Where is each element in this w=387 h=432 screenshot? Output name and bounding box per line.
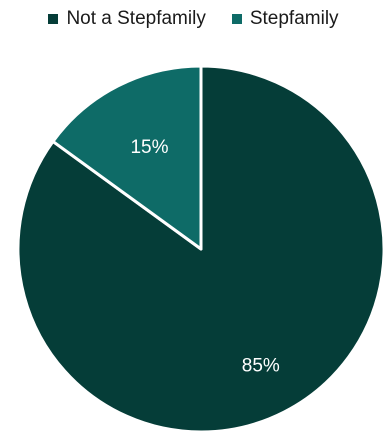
- pie-slice-stepfamily: [51, 64, 203, 251]
- legend-entry-stepfamily: Stepfamily: [231, 8, 339, 30]
- legend: Not a Stepfamily Stepfamily: [0, 6, 387, 32]
- legend-swatch-not-a-stepfamily: [48, 14, 59, 24]
- legend-swatch-stepfamily: [231, 14, 242, 24]
- legend-label-stepfamily: Stepfamily: [249, 8, 339, 29]
- legend-entry-not-a-stepfamily: Not a Stepfamily: [48, 8, 206, 30]
- pie-label-stepfamily: 15%: [130, 137, 168, 158]
- pie-label-not-a-stepfamily: 85%: [242, 355, 280, 376]
- legend-label-not-a-stepfamily: Not a Stepfamily: [66, 8, 206, 29]
